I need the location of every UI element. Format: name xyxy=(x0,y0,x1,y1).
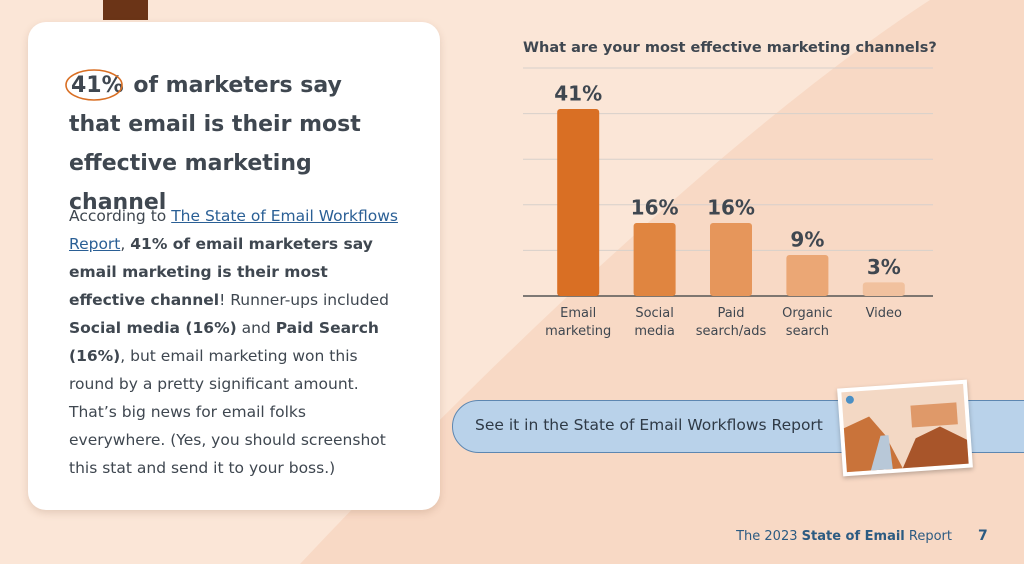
paragraph-run: and xyxy=(236,319,276,337)
heading-highlight: 41% xyxy=(65,66,126,105)
paragraph-run: , xyxy=(120,235,131,253)
x-tick-label: Paid search/ads xyxy=(695,306,767,339)
chart-title: What are your most effective marketing c… xyxy=(523,40,937,56)
footer-suffix: Report xyxy=(904,529,952,544)
bar xyxy=(710,223,752,296)
button-label: See it in the State of Email Workflows R… xyxy=(475,416,823,434)
heading-text: of marketers say that email is their mos… xyxy=(69,73,361,215)
x-tick-label: Organic search xyxy=(782,306,833,339)
paragraph-run: ! Runner-ups included xyxy=(219,291,389,309)
cover-art xyxy=(841,383,969,473)
bar xyxy=(862,282,905,296)
footer-prefix: The 2023 xyxy=(736,529,802,544)
bar xyxy=(633,223,676,296)
paragraph-run: , but email marketing won this round by … xyxy=(69,347,386,477)
paragraph: According to The State of Email Workflow… xyxy=(69,202,399,482)
x-tick-label: Social media xyxy=(634,306,675,339)
value-label: 9% xyxy=(790,227,824,251)
report-cover xyxy=(837,379,973,477)
paragraph-run: According to xyxy=(69,207,172,225)
value-label: 16% xyxy=(707,196,755,220)
value-label: 41% xyxy=(554,82,602,106)
bar xyxy=(786,254,829,296)
paragraph-run: Social media (16%) xyxy=(69,319,237,337)
x-tick-label: Email marketing xyxy=(545,306,612,339)
tab xyxy=(103,0,148,20)
bar xyxy=(557,109,600,296)
x-tick-label: Video xyxy=(865,306,903,321)
paragraph-run: 41% of email marketers say email marketi… xyxy=(69,235,373,309)
card xyxy=(28,22,440,510)
footer: The 2023 State of Email Report xyxy=(736,529,952,544)
footer-bold: State of Email xyxy=(801,529,905,544)
heading: 41% of marketers say that email is their… xyxy=(65,66,389,222)
circle-mark xyxy=(65,69,123,101)
paragraph-run: Paid Search (16%) xyxy=(69,319,379,365)
page-number: 7 xyxy=(978,528,988,544)
value-label: 16% xyxy=(631,196,679,220)
highlight-text: 41% xyxy=(71,73,124,98)
value-label: 3% xyxy=(867,255,901,279)
paragraph-run[interactable]: The State of Email Workflows Report xyxy=(69,207,398,253)
